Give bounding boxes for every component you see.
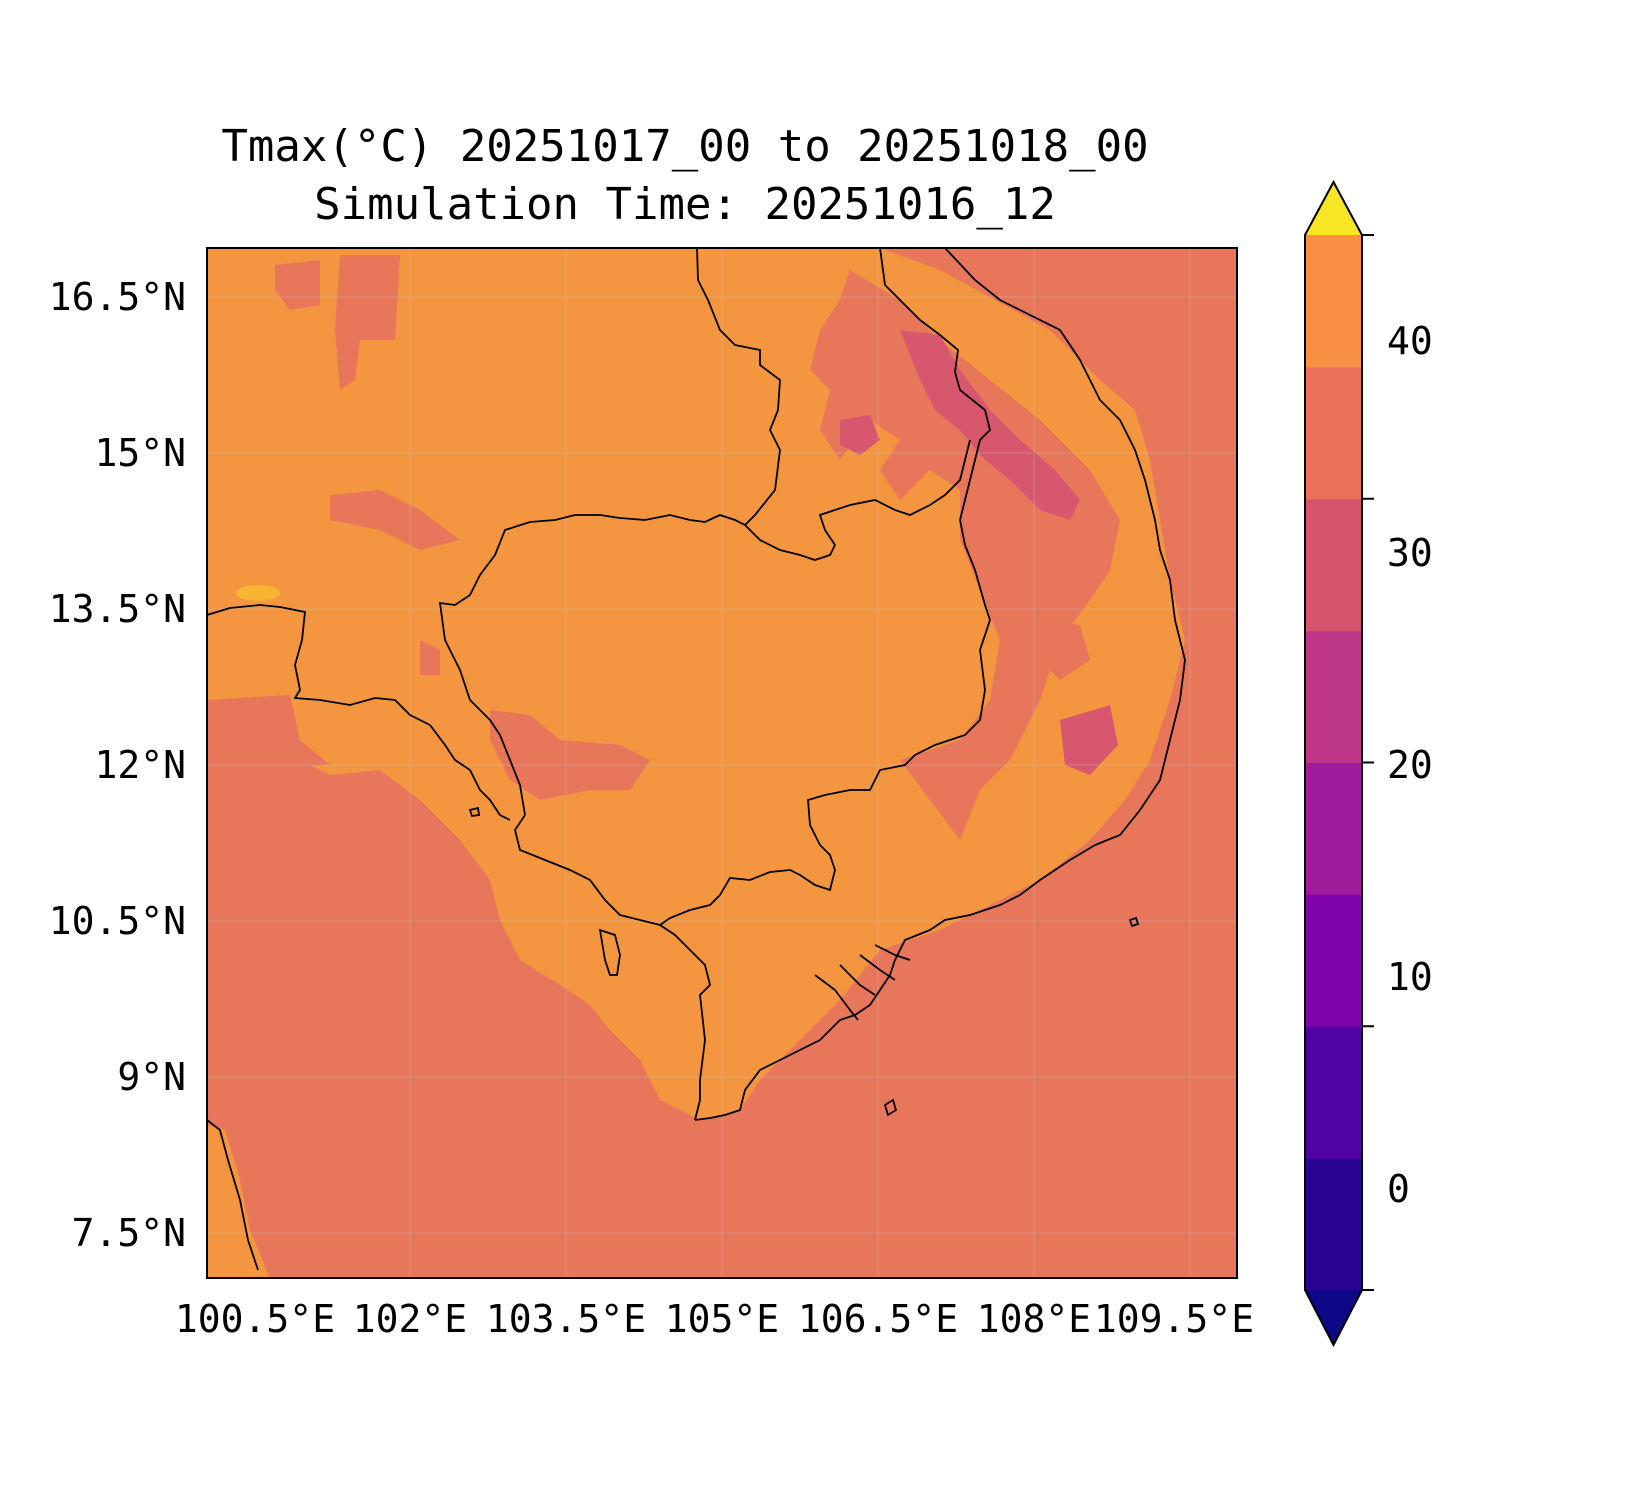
colorbar-tick-label: 0 — [1387, 1167, 1410, 1211]
ocean-gulf-edge — [207, 695, 330, 770]
colorbar-tick-label: 30 — [1387, 531, 1433, 575]
map-title: Tmax(°C) 20251017_00 to 20251018_00 — [221, 121, 1149, 172]
lat-tick-label: 9°N — [117, 1055, 186, 1099]
colorbar-band — [1305, 366, 1362, 500]
colorbar — [1304, 179, 1374, 1348]
cool-patch-mid — [840, 415, 880, 455]
lat-tick-label: 15°N — [94, 431, 186, 475]
map-panel — [207, 248, 1237, 1278]
lon-tick-labels: 100.5°E 102°E 103.5°E 105°E 106.5°E 108°… — [175, 1297, 1254, 1341]
cool-patch-north — [810, 270, 1120, 840]
map-subtitle: Simulation Time: 20251016_12 — [314, 179, 1056, 230]
cool-patch-west-2 — [335, 255, 400, 390]
cool-patch-west-3 — [330, 490, 460, 550]
cool-highland-band — [900, 330, 1080, 520]
lat-tick-label: 12°N — [94, 743, 186, 787]
colorbar-band — [1305, 630, 1362, 763]
lat-tick-labels: 16.5°N 15°N 13.5°N 12°N 10.5°N 9°N 7.5°N — [49, 275, 186, 1255]
cool-highland-south — [1060, 705, 1118, 775]
colorbar-band — [1305, 1026, 1362, 1159]
colorbar-tick-label: 10 — [1387, 955, 1433, 999]
graticule — [207, 248, 1237, 1278]
hot-spot — [236, 585, 280, 601]
lon-tick-label: 103.5°E — [486, 1297, 646, 1341]
colorbar-tick-label: 20 — [1387, 743, 1433, 787]
lon-tick-label: 105°E — [665, 1297, 779, 1341]
colorbar-extend-max — [1305, 182, 1362, 235]
lon-tick-label: 100.5°E — [175, 1297, 335, 1341]
cool-patch-west-1 — [275, 260, 320, 310]
cool-patch-tonle-ring — [490, 710, 650, 800]
lat-tick-label: 13.5°N — [49, 587, 186, 631]
colorbar-band — [1305, 235, 1362, 368]
lon-tick-label: 109.5°E — [1094, 1297, 1254, 1341]
lat-tick-label: 16.5°N — [49, 275, 186, 319]
colorbar-band — [1305, 762, 1362, 895]
borders-coastlines — [207, 248, 1186, 1271]
colorbar-tick-label: 40 — [1387, 319, 1433, 363]
colorbar-tick-labels: 40 30 20 10 0 — [1387, 319, 1433, 1211]
land-warm-peninsula — [207, 1125, 270, 1278]
colorbar-band — [1305, 1158, 1362, 1291]
map-frame — [206, 247, 1238, 1279]
cool-patch-vn-1 — [1040, 620, 1090, 680]
lon-tick-label: 106.5°E — [798, 1297, 958, 1341]
cool-patch-west-4 — [420, 640, 440, 675]
colorbar-extend-min — [1305, 1290, 1362, 1345]
colorbar-band — [1305, 894, 1362, 1027]
lon-tick-label: 108°E — [977, 1297, 1091, 1341]
lat-tick-label: 10.5°N — [49, 899, 186, 943]
lon-tick-label: 102°E — [353, 1297, 467, 1341]
lat-tick-label: 7.5°N — [72, 1211, 186, 1255]
colorbar-band — [1305, 498, 1362, 632]
